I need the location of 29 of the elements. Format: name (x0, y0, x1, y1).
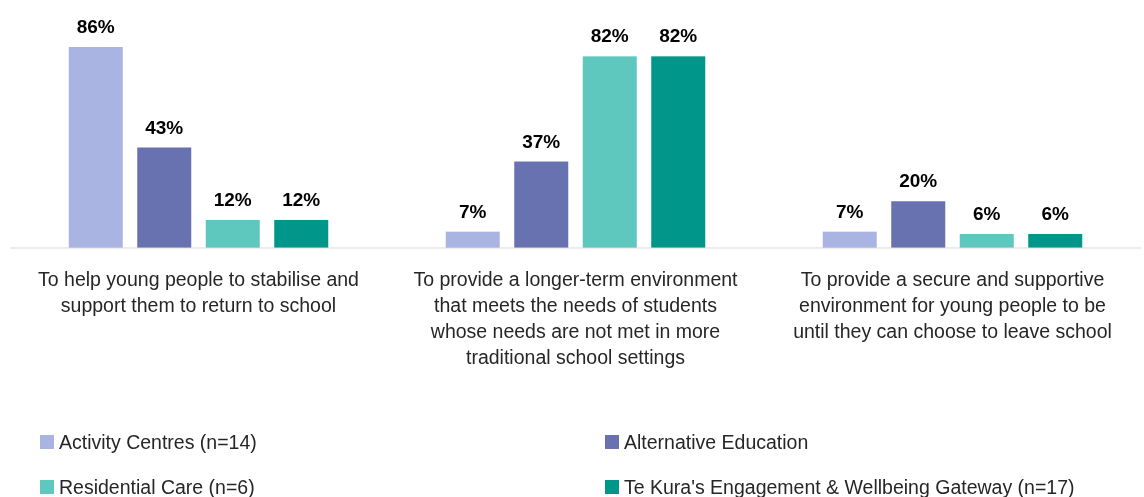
data-label: 82% (590, 25, 629, 47)
bar (205, 219, 260, 248)
data-label: 7% (836, 200, 864, 222)
data-label: 6% (973, 202, 1001, 224)
bar (274, 219, 329, 248)
data-label: 37% (522, 130, 561, 152)
data-label: 12% (213, 188, 252, 210)
x-tick-label: To provide a secure and supportive environment for young people to be until they can choose to leave school (793, 268, 1112, 342)
bar (959, 233, 1014, 248)
bar (137, 147, 192, 248)
x-tick-label: To provide a longer-term environment that meets the needs of students whose needs are not met in more traditional school settings (413, 268, 739, 368)
legend-label: Activity Centres (n=14) (59, 431, 257, 453)
data-label: 20% (899, 170, 938, 192)
bar (1028, 233, 1083, 248)
bar (651, 56, 706, 248)
bar (582, 56, 637, 248)
bar (514, 161, 569, 248)
data-label: 86% (76, 16, 115, 37)
data-label: 82% (659, 25, 698, 47)
data-label: 6% (1041, 202, 1070, 224)
legend-label: Alternative Education (624, 431, 809, 453)
bar (68, 47, 123, 248)
bar (445, 231, 500, 248)
data-label: 12% (282, 188, 321, 210)
x-tick-label: To help young people to stabilise and support them to return to school (38, 268, 359, 316)
bar (891, 201, 946, 248)
data-label: 43% (145, 116, 184, 138)
data-label: 7% (459, 200, 487, 222)
bar (822, 231, 877, 248)
